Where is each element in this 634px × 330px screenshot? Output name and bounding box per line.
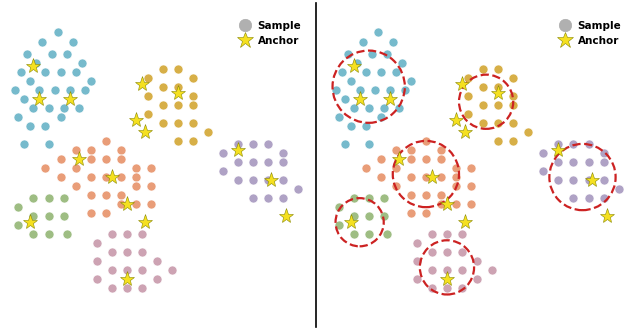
Legend: Sample, Anchor: Sample, Anchor: [233, 19, 302, 47]
Legend: Sample, Anchor: Sample, Anchor: [553, 19, 623, 47]
